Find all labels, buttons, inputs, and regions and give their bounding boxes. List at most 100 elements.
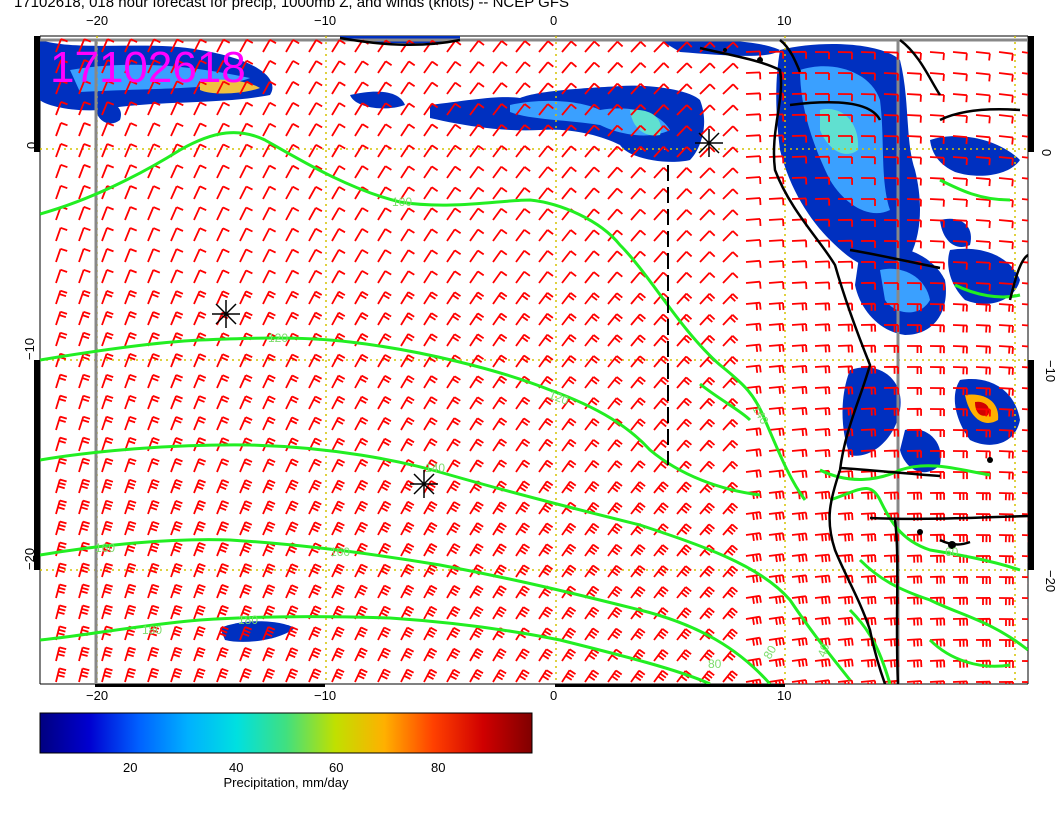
wind-barb [975, 282, 991, 291]
wind-barb [906, 428, 922, 437]
wind-barb [837, 679, 854, 684]
wind-barb [193, 59, 207, 74]
wind-barb [170, 311, 184, 326]
wind-barb [676, 544, 692, 557]
wind-barb [676, 586, 692, 599]
wind-barb [722, 104, 739, 116]
wind-barb [929, 680, 946, 684]
wind-barb [469, 61, 485, 74]
wind-barb [239, 584, 253, 599]
wind-barb [838, 135, 853, 143]
wind-barb [699, 460, 715, 473]
wind-barb [446, 228, 462, 242]
wind-barb [193, 374, 207, 389]
wind-barb [860, 407, 877, 416]
wind-barb [78, 604, 90, 620]
wind-barb [55, 667, 67, 683]
wind-barb [193, 583, 206, 599]
wind-barb [929, 491, 945, 500]
wind-barb [216, 458, 230, 473]
wind-barb [676, 607, 692, 620]
wind-barb [492, 103, 508, 116]
wind-barb [722, 377, 739, 389]
wind-barb [975, 219, 991, 229]
wind-barb [722, 356, 739, 368]
wind-barb [1021, 261, 1028, 264]
wind-barb [193, 395, 207, 410]
wind-barb [354, 60, 369, 74]
wind-barb [308, 248, 323, 263]
wind-barb [469, 438, 484, 452]
wind-barb [55, 268, 68, 284]
wind-barb [446, 207, 462, 221]
lat-ticks-right: 0 −10 −20 [1039, 149, 1056, 592]
wind-barb [745, 113, 762, 122]
wind-barb [745, 574, 762, 583]
wind-barb [239, 668, 252, 683]
wind-barb [538, 271, 554, 284]
wind-barb [78, 457, 91, 473]
wind-barb [239, 101, 254, 116]
wind-barb [216, 521, 230, 536]
wind-barb [262, 353, 276, 368]
wind-barb [515, 501, 530, 515]
wind-barb [331, 144, 346, 158]
wind-barb [699, 209, 716, 221]
wind-barb [1021, 156, 1028, 159]
wind-barb [423, 228, 438, 242]
wind-barb [400, 438, 415, 452]
wind-barb [814, 449, 831, 458]
wind-barb [308, 353, 323, 368]
wind-barb [791, 92, 807, 101]
wind-barb [975, 387, 991, 396]
wind-barb [952, 177, 968, 186]
wind-barb [768, 657, 785, 667]
wind-barb [607, 187, 623, 200]
wind-barb [492, 82, 508, 95]
wind-barb [285, 39, 300, 53]
wind-barb [998, 324, 1014, 333]
wind-barb [998, 366, 1014, 375]
wind-barb [676, 62, 693, 74]
wind-barb [446, 291, 461, 305]
wind-barb [55, 38, 68, 53]
wind-barb [745, 678, 762, 684]
wind-barb [515, 208, 531, 221]
wind-barb [952, 638, 969, 647]
wind-barb [400, 102, 416, 116]
wind-barb [147, 38, 161, 53]
wind-barb [147, 499, 160, 515]
wind-barb [791, 595, 808, 605]
wind-barb [952, 680, 969, 684]
wind-barb [78, 667, 90, 683]
wind-barb [377, 312, 392, 326]
wind-barb [469, 375, 484, 389]
wind-barb [124, 164, 138, 179]
wind-barb [469, 186, 485, 200]
wind-barb [285, 143, 300, 158]
wind-barb [515, 61, 531, 74]
wind-barb [998, 408, 1014, 417]
wind-barb [975, 597, 991, 605]
wind-barb [630, 83, 647, 95]
wind-barb [538, 354, 554, 368]
wind-barb [55, 143, 68, 158]
wind-barb [860, 449, 877, 458]
wind-barb [239, 80, 254, 95]
wind-barb [515, 291, 531, 305]
wind-barb [722, 544, 738, 557]
wind-barb [998, 240, 1014, 250]
wind-barb [147, 416, 160, 431]
wind-barb [653, 104, 670, 116]
wind-barb [906, 72, 922, 81]
wind-barb [906, 156, 922, 165]
wind-barb [745, 385, 762, 394]
wind-barb [354, 374, 369, 389]
wind-barb [78, 583, 90, 599]
wind-barb [515, 40, 531, 53]
wind-barb [78, 268, 91, 284]
wind-barb [423, 396, 438, 410]
wind-barb [423, 626, 438, 641]
wind-barb [193, 248, 207, 263]
wind-barb [815, 72, 830, 80]
